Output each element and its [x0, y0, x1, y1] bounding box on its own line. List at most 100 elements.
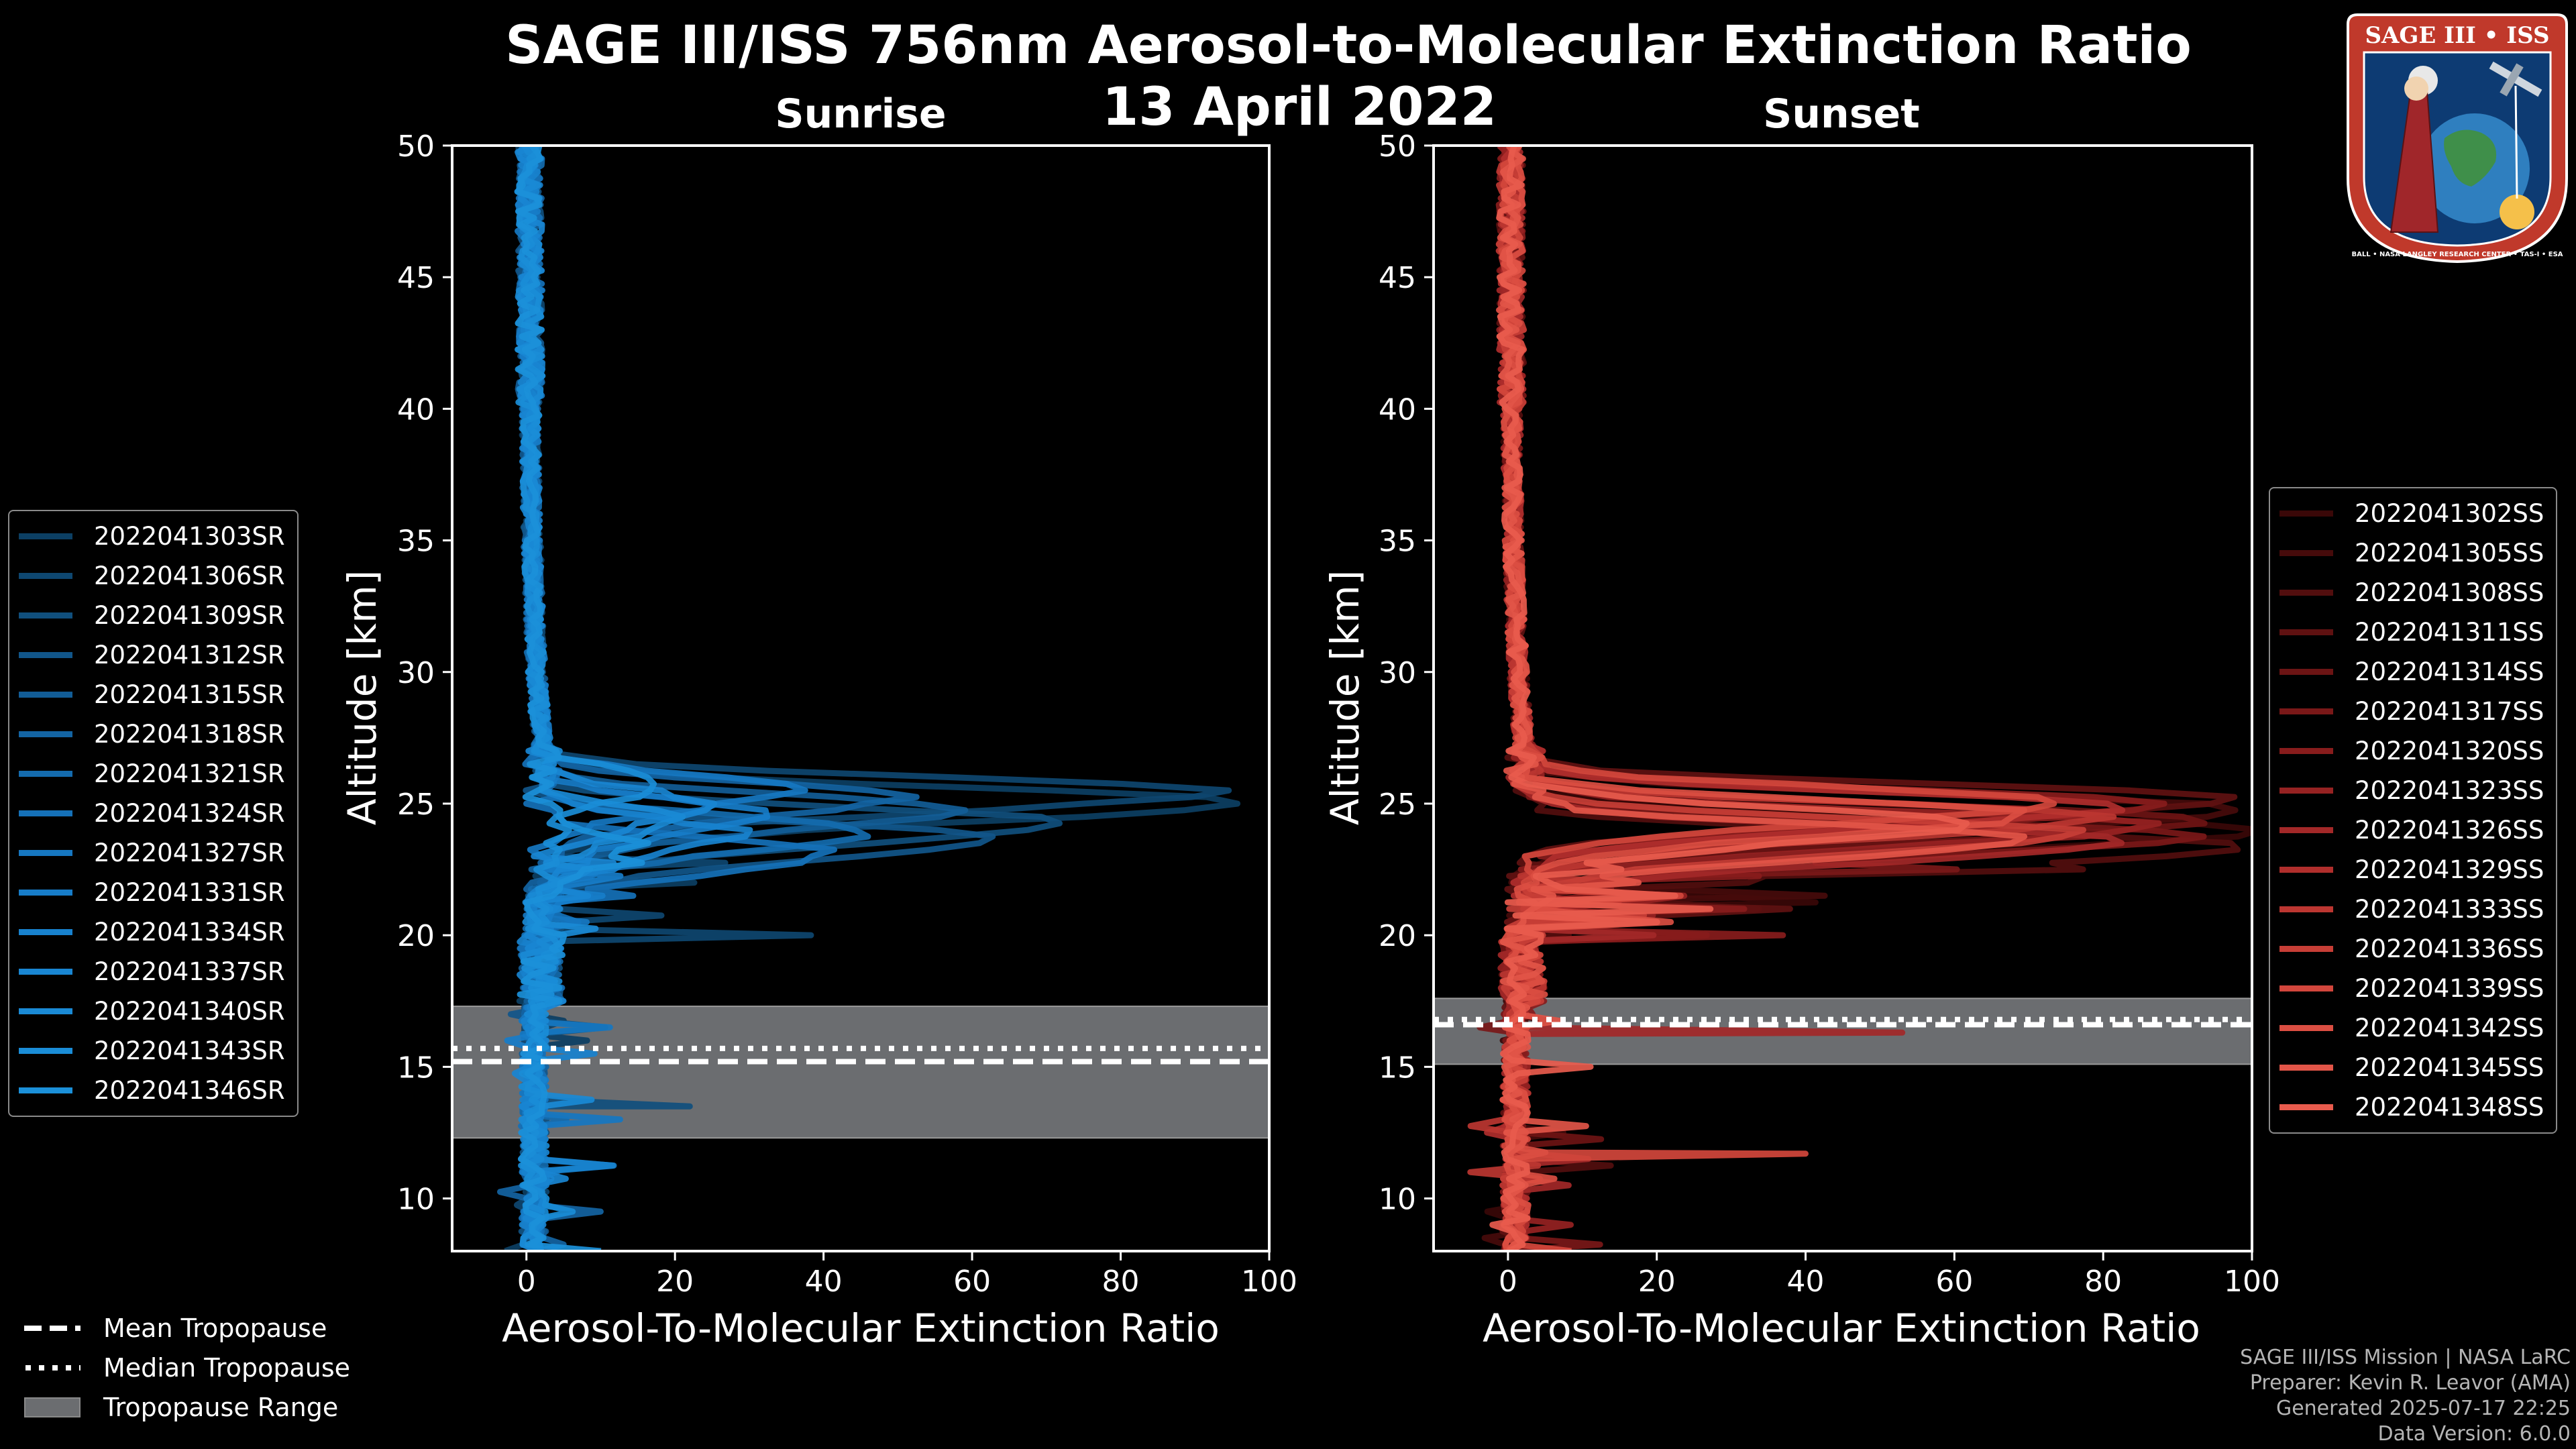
x-tick-label: 80 — [2084, 1265, 2122, 1299]
legend-item-2022041306SR: 2022041306SR — [19, 556, 285, 596]
dotted-line-swatch — [24, 1364, 80, 1371]
legend-item-tropopause-range: Tropopause Range — [24, 1387, 350, 1427]
profile-line-2022041342SS — [1496, 146, 2027, 1251]
legend-line-swatch — [19, 1008, 72, 1014]
legend-line-swatch — [19, 1087, 72, 1093]
sunset-legend: 2022041302SS 2022041305SS 2022041308SS 2022… — [2269, 487, 2558, 1134]
legend-item-2022041339SS: 2022041339SS — [2279, 969, 2544, 1008]
credits: SAGE III/ISS Mission | NASA LaRC Prepare… — [2240, 1345, 2571, 1447]
legend-line-swatch — [19, 929, 72, 935]
legend-item-2022041346SR: 2022041346SR — [19, 1071, 285, 1110]
legend-line-swatch — [2279, 788, 2333, 794]
sun-icon — [2500, 195, 2534, 229]
legend-label: 2022041339SS — [2355, 974, 2544, 1003]
profile-line-2022041329SS — [1484, 146, 2126, 1251]
legend-item-2022041348SS: 2022041348SS — [2279, 1087, 2544, 1127]
x-tick-label: 60 — [1935, 1265, 1973, 1299]
y-tick-label: 30 — [397, 656, 435, 690]
sunrise-ylabel: Altitude [km] — [339, 570, 385, 825]
legend-item-2022041342SS: 2022041342SS — [2279, 1008, 2544, 1048]
legend-item-2022041321SR: 2022041321SR — [19, 754, 285, 794]
axes-frame — [1432, 144, 2253, 1252]
legend-line-swatch — [2279, 550, 2333, 556]
legend-item-2022041343SR: 2022041343SR — [19, 1031, 285, 1071]
y-tick-label: 35 — [397, 525, 435, 559]
profile-line-2022041345SS — [1496, 146, 2028, 1251]
x-tick-label: 100 — [2224, 1265, 2280, 1299]
legend-item-2022041312SR: 2022041312SR — [19, 635, 285, 675]
legend-item-2022041314SS: 2022041314SS — [2279, 652, 2544, 692]
sunrise-legend: 2022041303SR 2022041306SR 2022041309SR 2022… — [8, 510, 299, 1117]
y-tick-label: 45 — [1379, 261, 1416, 295]
legend-label: 2022041342SS — [2355, 1014, 2544, 1042]
y-tick-label: 10 — [397, 1183, 435, 1217]
credit-line: SAGE III/ISS Mission | NASA LaRC — [2240, 1346, 2571, 1369]
y-tick-label: 25 — [1379, 788, 1416, 822]
x-tick-label: 40 — [1787, 1265, 1825, 1299]
profile-line-2022041320SS — [1495, 146, 2167, 1251]
profile-line-2022041311SS — [1495, 146, 2238, 1251]
legend-label: 2022041337SR — [94, 957, 285, 986]
legend-label: 2022041302SS — [2355, 499, 2544, 528]
y-tick-label: 40 — [1379, 392, 1416, 427]
legend-item-2022041320SS: 2022041320SS — [2279, 731, 2544, 771]
logo-label: SAGE III • ISS — [2365, 22, 2549, 49]
x-tick-label: 20 — [656, 1265, 694, 1299]
x-tick-label: 20 — [1638, 1265, 1676, 1299]
legend-label: 2022041326SS — [2355, 816, 2544, 845]
legend-item-2022041305SS: 2022041305SS — [2279, 533, 2544, 573]
profile-line-2022041348SS — [1489, 146, 1970, 1251]
sunset-subtitle: Sunset — [1763, 91, 1920, 138]
y-tick-label: 50 — [1379, 129, 1416, 164]
legend-line-swatch — [2279, 590, 2333, 596]
legend-item-2022041327SR: 2022041327SR — [19, 833, 285, 873]
legend-line-swatch — [19, 652, 72, 658]
legend-label: 2022041321SR — [94, 759, 285, 788]
legend-label: 2022041336SS — [2355, 934, 2544, 963]
legend-item-2022041315SR: 2022041315SR — [19, 675, 285, 714]
x-tick-label: 80 — [1102, 1265, 1140, 1299]
legend-item-2022041324SR: 2022041324SR — [19, 794, 285, 833]
legend-line-swatch — [19, 1048, 72, 1054]
legend-label: 2022041333SS — [2355, 895, 2544, 924]
credit-line: Data Version: 6.0.0 — [2377, 1422, 2571, 1446]
legend-line-swatch — [2279, 985, 2333, 991]
legend-label: 2022041314SS — [2355, 657, 2544, 686]
legend-line-swatch — [2279, 748, 2333, 754]
legend-line-swatch — [2279, 708, 2333, 714]
legend-line-swatch — [19, 612, 72, 619]
y-tick-label: 30 — [1379, 656, 1416, 690]
legend-line-swatch — [19, 692, 72, 698]
legend-line-swatch — [2279, 669, 2333, 675]
legend-line-swatch — [19, 533, 72, 539]
legend-item-2022041340SR: 2022041340SR — [19, 991, 285, 1031]
y-tick-label: 10 — [1379, 1183, 1416, 1217]
y-tick-label: 40 — [397, 392, 435, 427]
y-tick-label: 45 — [397, 261, 435, 295]
profile-line-2022041336SS — [1495, 146, 2086, 1251]
legend-line-swatch — [2279, 1025, 2333, 1031]
legend-line-swatch — [2279, 629, 2333, 635]
legend-label: 2022041308SS — [2355, 578, 2544, 607]
legend-label: Mean Tropopause — [103, 1313, 327, 1343]
figure-date: 13 April 2022 — [1102, 77, 1497, 138]
legend-label: 2022041334SR — [94, 918, 285, 947]
profile-line-2022041326SS — [1496, 146, 2125, 1251]
legend-label: 2022041329SS — [2355, 855, 2544, 884]
legend-item-2022041303SR: 2022041303SR — [19, 517, 285, 556]
logo-ring-text: BALL • NASA LANGLEY RESEARCH CENTER • TA… — [2351, 251, 2563, 258]
legend-line-swatch — [19, 969, 72, 975]
legend-label: 2022041312SR — [94, 641, 285, 669]
profile-line-2022041333SS — [1467, 146, 2117, 1251]
legend-label: 2022041317SS — [2355, 697, 2544, 726]
legend-item-2022041345SS: 2022041345SS — [2279, 1048, 2544, 1087]
x-tick-label: 0 — [517, 1265, 536, 1299]
profile-line-2022041346SR — [515, 146, 651, 1251]
sunrise-panel: Sunrise Altitude [km] Aerosol-To-Molecul… — [339, 91, 1297, 1351]
profile-line-2022041302SS — [1484, 146, 2252, 1251]
credit-line: Generated 2025-07-17 22:25 — [2275, 1397, 2571, 1420]
range-box-swatch — [24, 1397, 80, 1417]
legend-line-swatch — [2279, 906, 2333, 912]
legend-label: 2022041320SS — [2355, 737, 2544, 765]
